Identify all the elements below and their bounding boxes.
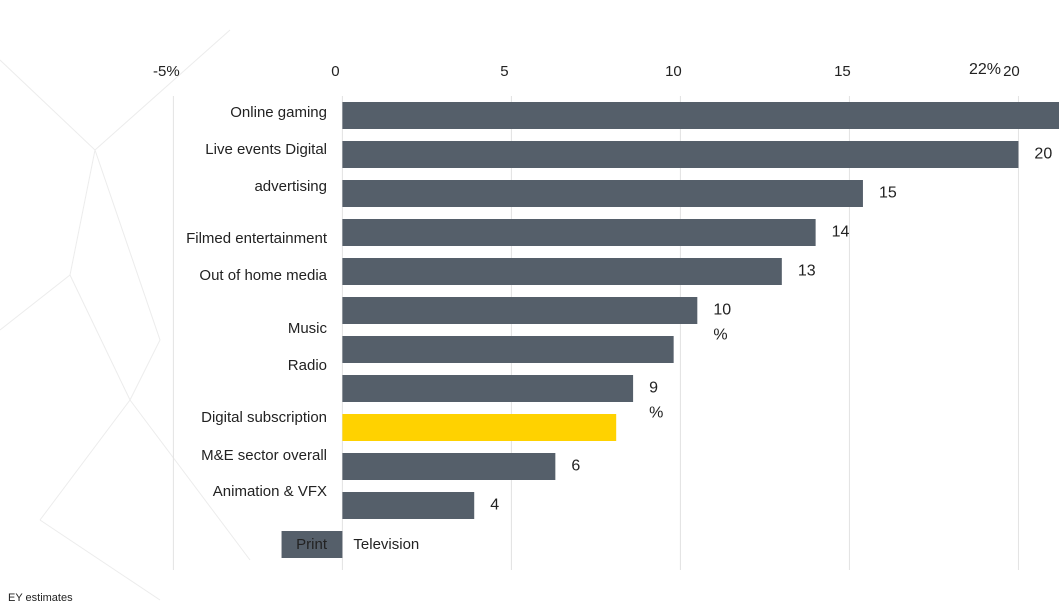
value-label: 22% <box>969 61 1001 78</box>
category-label: Print <box>296 536 328 553</box>
bar <box>342 414 617 441</box>
category-label: Filmed entertainment <box>186 230 328 247</box>
bar <box>342 180 863 207</box>
category-label: Online gaming <box>230 104 327 121</box>
value-label: 15 <box>879 185 897 202</box>
value-label: 4 <box>490 497 499 514</box>
x-tick-label: -5% <box>153 63 180 80</box>
category-label: Music <box>288 320 328 337</box>
category-label: Digital subscription <box>201 409 327 426</box>
value-label: 20 <box>1034 146 1052 163</box>
background-network <box>0 29 251 601</box>
category-label: Animation & VFX <box>213 483 327 500</box>
category-label: Live events Digital <box>205 141 327 158</box>
x-tick-label: 15 <box>834 63 851 80</box>
x-tick-label: 20 <box>1003 63 1020 80</box>
bar <box>342 492 475 519</box>
bar <box>342 258 782 285</box>
bar <box>342 297 698 324</box>
value-label: 10% <box>713 302 731 344</box>
value-label: 14 <box>832 224 850 241</box>
bar <box>342 453 556 480</box>
bar <box>342 219 816 246</box>
bar <box>342 102 1059 129</box>
x-tick-label: 10 <box>665 63 682 80</box>
bar <box>342 375 634 402</box>
bar <box>342 141 1019 168</box>
source-note: EY estimates <box>8 592 73 604</box>
x-tick-label: 0 <box>331 63 339 80</box>
category-label: Out of home media <box>199 267 327 284</box>
x-tick-label: 5 <box>500 63 508 80</box>
category-label: M&E sector overall <box>201 447 327 464</box>
category-label: Television <box>353 536 419 553</box>
value-label: 6 <box>571 458 580 475</box>
value-label: 9% <box>649 380 663 422</box>
value-label: 13 <box>798 263 816 280</box>
bar <box>281 531 343 558</box>
category-label: advertising <box>254 178 327 195</box>
bar <box>342 336 674 363</box>
category-label: Radio <box>288 357 327 374</box>
